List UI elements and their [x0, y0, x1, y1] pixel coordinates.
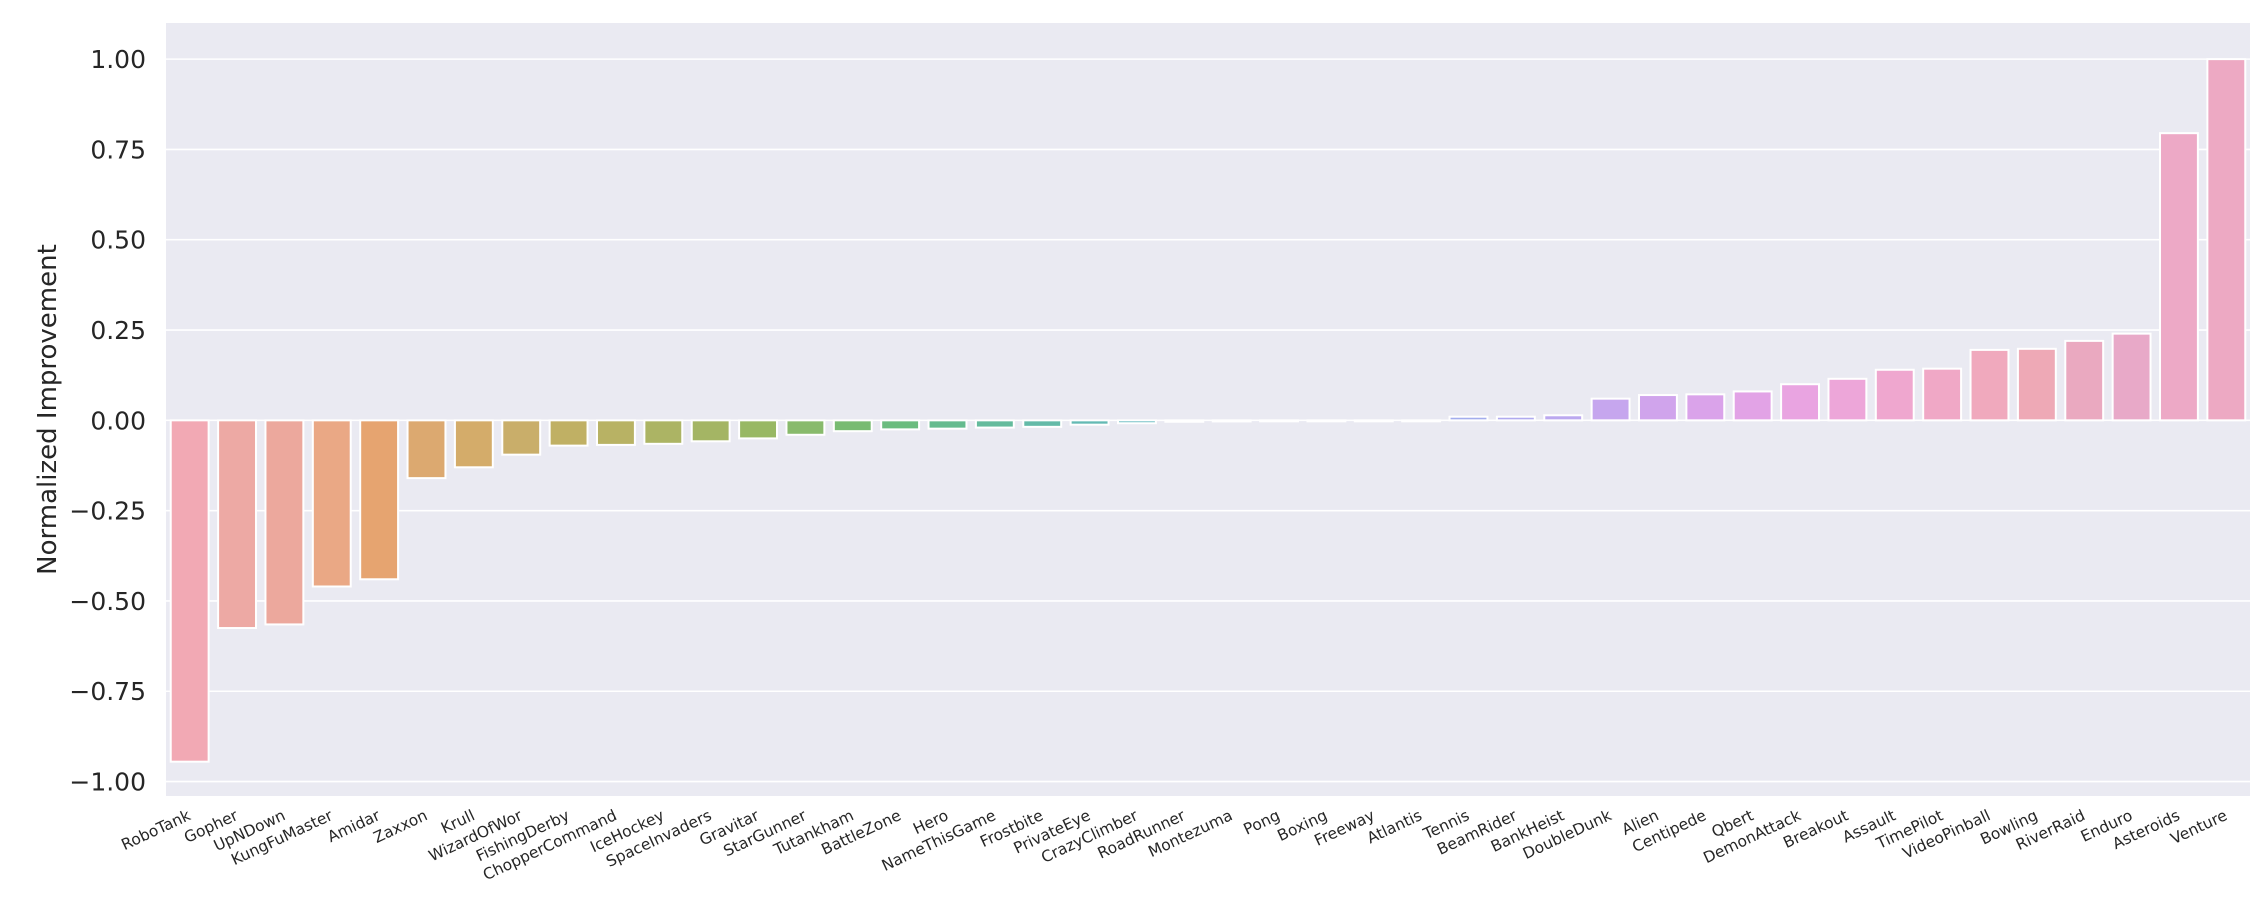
bar-pong: [1259, 419, 1299, 423]
bar-gravitar: [738, 419, 778, 440]
bar-privateeye: [1069, 419, 1110, 426]
bar-timepilot: [1922, 367, 1963, 422]
y-tick-label: −0.75: [69, 677, 146, 706]
bar-freeway: [1353, 419, 1394, 423]
bar-qbert: [1732, 390, 1773, 422]
y-tick-label: 0.25: [90, 316, 146, 345]
y-tick-label: −0.50: [69, 587, 146, 616]
bar-centipede: [1685, 393, 1726, 422]
bar-assault: [1874, 368, 1915, 422]
bar-zaxxon: [406, 419, 447, 480]
x-tick-label: Atlantis: [1364, 806, 1425, 847]
bar-stargunner: [785, 419, 826, 436]
bar-gopher: [217, 419, 257, 630]
bar-krull: [453, 419, 494, 469]
bar-kungfumaster: [311, 419, 352, 588]
bar-montezuma: [1211, 419, 1252, 423]
bar-asteroids: [2159, 132, 2199, 422]
bar-boxing: [1306, 419, 1347, 423]
bar-venture: [2206, 58, 2247, 422]
y-tick-label: 0.50: [90, 226, 146, 255]
bars: [169, 58, 2247, 763]
y-axis-label: Normalized Improvement: [33, 244, 63, 575]
bar-alien: [1638, 394, 1678, 422]
bar-upndown: [264, 419, 305, 626]
bar-riverraid: [2064, 339, 2105, 422]
bar-amidar: [359, 419, 400, 581]
bar-demonattack: [1780, 383, 1820, 422]
x-tick-label: Zaxxon: [371, 806, 431, 847]
bar-icehockey: [643, 419, 684, 445]
bar-spaceinvaders: [690, 419, 731, 443]
bar-enduro: [2111, 332, 2152, 422]
bar-frostbite: [1022, 419, 1063, 428]
bar-namethisgame: [974, 419, 1015, 429]
bar-robotank: [169, 419, 210, 763]
bar-fishingderby: [548, 419, 589, 447]
y-tick-label: 0.00: [90, 406, 146, 435]
bar-choppercommand: [596, 419, 636, 446]
bar-wizardofwor: [501, 419, 542, 456]
gridlines: [166, 58, 2250, 783]
x-axis-ticks: RoboTankGopherUpNDownKungFuMasterAmidarZ…: [119, 806, 2230, 884]
y-tick-label: −1.00: [69, 768, 146, 797]
bar-crazyclimber: [1117, 419, 1157, 425]
bar-tutankham: [832, 419, 873, 433]
y-axis-ticks: 1.00 0.75 0.50 0.25 0.00 −0.25 −0.50 −0.75 −1.00: [69, 45, 146, 796]
bar-hero: [927, 419, 968, 430]
bar-beamrider: [1495, 415, 1536, 422]
bar-bowling: [2016, 347, 2057, 422]
bar-bankheist: [1543, 414, 1584, 422]
bar-tennis: [1448, 415, 1489, 422]
y-tick-label: 0.75: [90, 135, 146, 164]
bar-atlantis: [1401, 419, 1442, 423]
y-tick-label: 1.00: [90, 45, 146, 74]
y-tick-label: −0.25: [69, 497, 146, 526]
bar-breakout: [1827, 377, 1868, 422]
bar-doubledunk: [1590, 397, 1631, 422]
bar-battlezone: [880, 419, 921, 431]
bar-videopinball: [1969, 348, 2010, 422]
bar-roadrunner: [1164, 419, 1205, 423]
